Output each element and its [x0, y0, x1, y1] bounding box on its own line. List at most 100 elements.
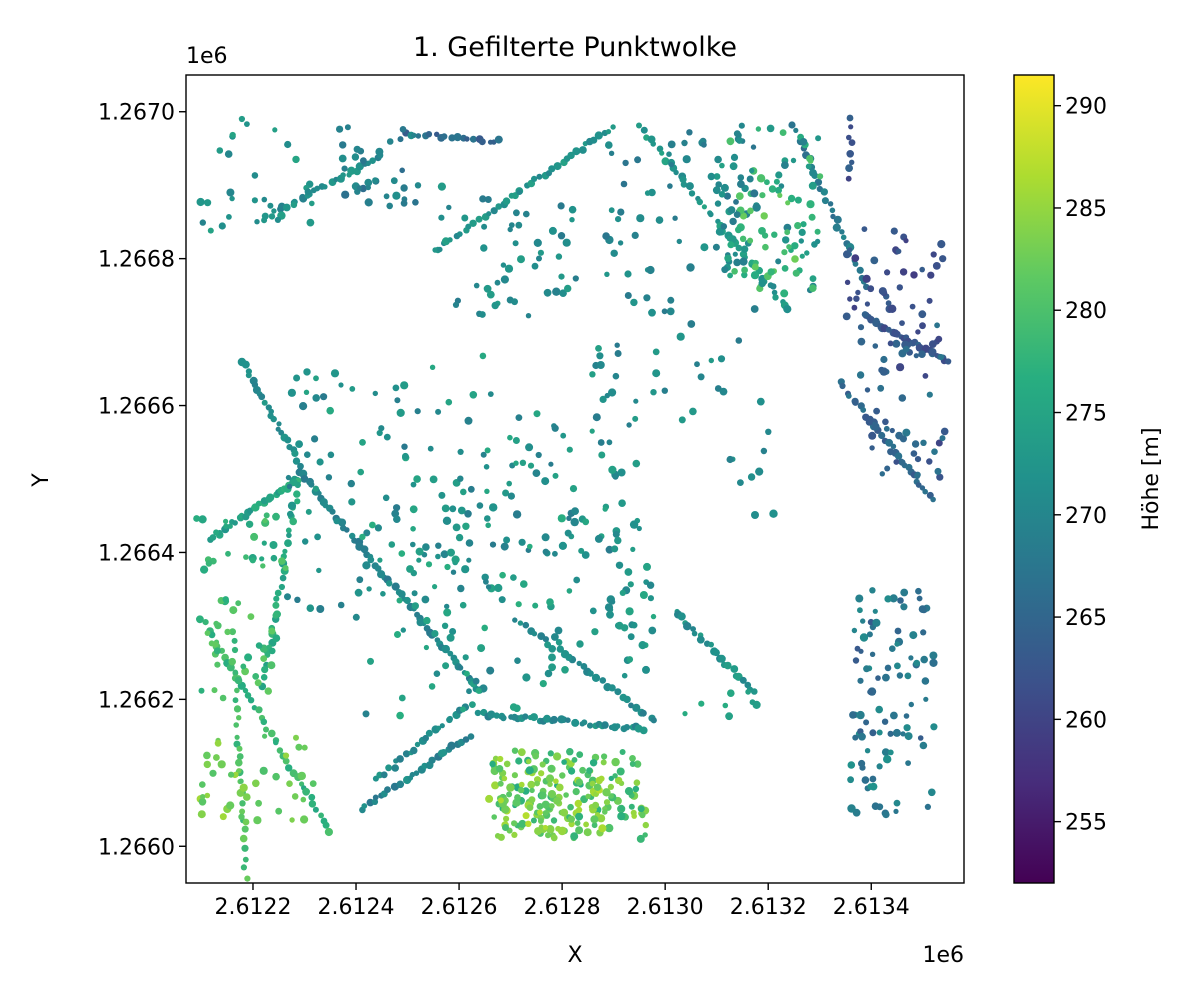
- data-point: [513, 209, 520, 217]
- data-point: [483, 284, 492, 293]
- data-point: [918, 350, 926, 359]
- data-point: [414, 741, 421, 748]
- data-point: [550, 817, 558, 824]
- data-point: [638, 641, 647, 650]
- data-point: [614, 350, 622, 357]
- data-point: [286, 483, 293, 490]
- data-point: [452, 523, 461, 532]
- data-point: [867, 783, 874, 790]
- data-point: [633, 760, 642, 768]
- data-point: [282, 752, 290, 759]
- x-axis: 2.6122 2.6124 2.6126 2.6128 2.6130 2.6132 2.61…: [214, 883, 910, 920]
- data-point: [845, 164, 853, 173]
- data-point: [690, 626, 696, 632]
- data-point: [491, 301, 499, 310]
- data-point: [644, 190, 651, 196]
- data-point: [555, 253, 563, 260]
- data-point: [582, 518, 590, 526]
- data-point: [642, 832, 648, 838]
- data-point: [884, 465, 891, 472]
- data-point: [213, 620, 219, 627]
- data-point: [666, 307, 675, 316]
- data-point: [782, 236, 790, 244]
- data-point: [598, 451, 606, 459]
- data-point: [435, 408, 442, 415]
- data-point: [572, 275, 579, 282]
- data-point: [861, 226, 868, 233]
- data-point: [451, 555, 460, 564]
- colorbar-tick-label: 270: [1065, 504, 1107, 529]
- data-point: [612, 773, 618, 779]
- data-point: [502, 489, 510, 497]
- data-point: [362, 710, 370, 718]
- data-point: [847, 776, 854, 784]
- data-point: [860, 618, 866, 624]
- data-point: [429, 364, 436, 370]
- data-point: [929, 651, 938, 660]
- data-point: [247, 613, 255, 620]
- data-point: [919, 266, 925, 273]
- data-point: [652, 348, 660, 356]
- data-point: [730, 665, 739, 673]
- data-point: [399, 167, 406, 174]
- data-point: [440, 749, 448, 757]
- data-point: [922, 488, 928, 495]
- data-point: [844, 279, 851, 285]
- data-point: [497, 780, 504, 787]
- data-point: [900, 588, 909, 597]
- data-point: [918, 310, 927, 319]
- x-tick-label: 2.6128: [524, 895, 601, 920]
- data-point: [798, 228, 806, 236]
- data-point: [475, 215, 483, 223]
- data-point: [867, 285, 875, 293]
- data-point: [231, 646, 239, 654]
- data-point: [241, 844, 249, 852]
- data-point: [614, 723, 621, 729]
- data-point: [800, 221, 807, 228]
- data-point: [750, 271, 760, 280]
- data-point: [594, 131, 603, 140]
- data-point: [229, 606, 238, 615]
- data-point: [444, 563, 451, 571]
- y-tick-label: 1.2662: [98, 688, 175, 713]
- data-point: [882, 673, 890, 682]
- data-point: [213, 529, 220, 536]
- data-point: [515, 221, 523, 229]
- data-point: [747, 473, 756, 481]
- data-point: [599, 395, 607, 403]
- data-point: [205, 560, 213, 567]
- data-point: [456, 231, 463, 238]
- data-point: [309, 780, 317, 787]
- data-point: [445, 398, 453, 406]
- data-point: [607, 783, 615, 791]
- data-point: [411, 132, 417, 138]
- data-point: [712, 186, 721, 195]
- data-point: [532, 469, 541, 477]
- data-point: [567, 151, 575, 160]
- data-point: [292, 155, 300, 164]
- data-point: [352, 613, 360, 621]
- data-point: [507, 492, 515, 500]
- data-point: [707, 172, 715, 181]
- data-point: [617, 240, 624, 246]
- data-point: [676, 238, 682, 245]
- data-point: [775, 186, 782, 194]
- data-point: [737, 180, 745, 189]
- colorbar-tick-label: 275: [1065, 402, 1107, 427]
- data-point: [527, 543, 533, 550]
- data-point: [232, 520, 238, 526]
- data-point: [382, 494, 390, 502]
- data-point: [329, 508, 336, 515]
- data-point: [553, 797, 561, 805]
- data-point: [597, 439, 605, 446]
- data-point: [391, 764, 400, 772]
- data-point: [252, 779, 260, 788]
- data-point: [244, 875, 251, 882]
- data-point: [360, 545, 369, 554]
- data-point: [558, 541, 568, 551]
- data-point: [244, 692, 252, 699]
- data-point: [811, 241, 818, 248]
- data-point: [893, 808, 899, 815]
- data-point: [459, 601, 467, 609]
- data-point: [491, 781, 500, 790]
